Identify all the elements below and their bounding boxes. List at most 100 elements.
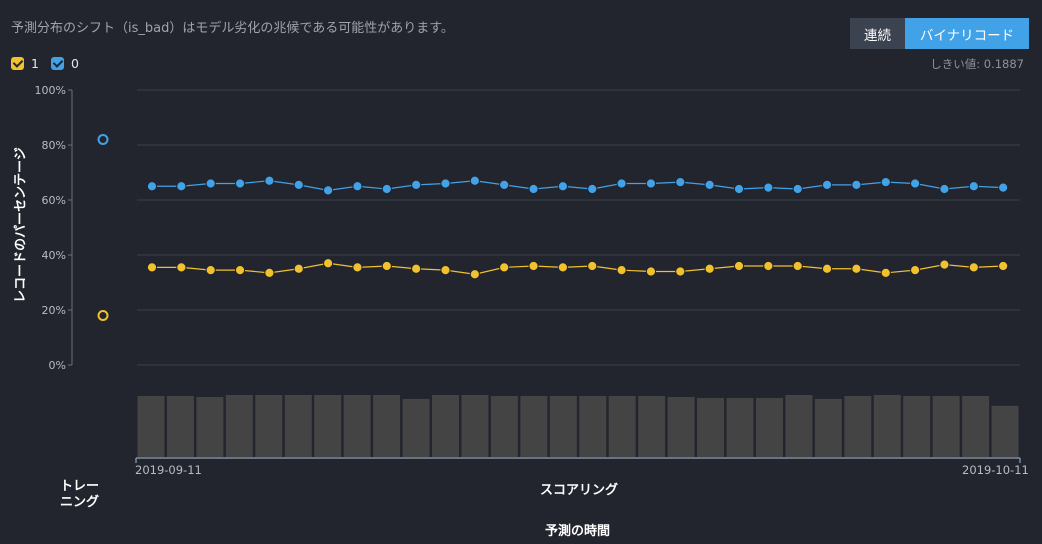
data-point-class-0: [264, 175, 275, 186]
data-point-class-0: [792, 183, 803, 195]
volume-bar: [549, 395, 577, 457]
data-point-class-1: [323, 258, 334, 269]
x-axis-label: 予測の時間: [545, 524, 611, 539]
data-point-class-1: [469, 269, 480, 280]
volume-bar: [314, 395, 342, 457]
data-point-class-1: [381, 260, 392, 272]
volume-bar: [785, 395, 813, 457]
data-point-class-0: [704, 179, 715, 190]
data-point-class-1: [146, 262, 158, 273]
volume-bar: [255, 395, 283, 457]
y-tick-label: 20%: [42, 304, 66, 317]
legend-label-class-1: 1: [31, 56, 39, 71]
data-point-class-1: [792, 260, 803, 272]
legend-item-class-1[interactable]: 1: [11, 56, 39, 71]
series-line-class-0: [152, 180, 1004, 191]
legend-item-class-0[interactable]: 0: [50, 56, 79, 71]
volume-bar: [667, 396, 695, 457]
data-point-class-1: [557, 262, 569, 273]
data-point-class-0: [939, 183, 950, 195]
data-point-class-0: [234, 178, 246, 189]
series-line-class-1: [152, 262, 1004, 275]
data-point-class-1: [528, 260, 539, 272]
data-point-class-0: [176, 181, 187, 192]
data-point-class-1: [264, 267, 275, 278]
data-point-class-0: [763, 182, 774, 193]
volume-bar: [697, 397, 725, 457]
volume-bar: [284, 395, 312, 457]
data-point-class-1: [176, 262, 187, 273]
data-point-class-1: [733, 260, 745, 272]
volume-bar: [343, 395, 371, 457]
volume-bar: [579, 395, 607, 457]
data-point-class-1: [645, 266, 657, 277]
training-label: トレー ニング: [60, 479, 100, 510]
volume-bar: [608, 395, 636, 457]
y-tick-label: 40%: [42, 249, 66, 262]
data-point-class-1: [499, 262, 510, 273]
legend-label-class-0: 0: [70, 56, 79, 71]
data-point-class-1: [763, 260, 774, 272]
data-point-class-1: [675, 266, 686, 277]
data-point-class-1: [880, 267, 891, 278]
data-point-class-1: [616, 265, 627, 276]
data-point-class-0: [381, 183, 392, 195]
training-point-class-0: [97, 134, 109, 145]
data-point-class-0: [851, 179, 862, 190]
data-point-class-1: [910, 265, 921, 276]
class-0-checkbox[interactable]: [50, 57, 64, 70]
volume-bar: [844, 395, 872, 457]
data-point-class-0: [910, 178, 921, 189]
volume-bar: [137, 395, 165, 457]
binary-button[interactable]: バイナリコード: [905, 18, 1029, 49]
volume-bar: [432, 395, 459, 457]
data-point-class-1: [998, 260, 1009, 272]
data-point-class-0: [968, 181, 979, 192]
y-axis-label: レコードのパーセンテージ: [13, 147, 29, 303]
data-point-class-0: [616, 178, 627, 189]
data-point-class-1: [411, 263, 422, 274]
chart-description: 予測分布のシフト（is_bad）はモデル劣化の兆候である可能性があります。: [11, 21, 454, 36]
data-point-class-1: [293, 263, 304, 274]
training-point-class-1: [97, 310, 109, 321]
data-point-class-1: [704, 263, 715, 274]
data-point-class-0: [733, 183, 745, 195]
x-axis-end-date: 2019-10-11: [962, 463, 1029, 477]
data-point-class-0: [469, 175, 480, 186]
data-point-class-0: [821, 179, 833, 190]
volume-bar: [991, 405, 1019, 457]
y-tick-label: 60%: [42, 194, 66, 207]
data-point-class-1: [587, 260, 598, 272]
scoring-label: スコアリング: [540, 483, 619, 498]
legend: 1 0: [11, 56, 91, 71]
data-point-class-1: [851, 263, 862, 274]
data-point-class-1: [234, 265, 246, 276]
volume-bar: [726, 397, 754, 457]
volume-bar: [638, 395, 666, 457]
data-point-class-0: [352, 181, 363, 192]
class-1-checkbox[interactable]: [11, 57, 24, 70]
data-point-class-0: [880, 177, 891, 188]
volume-bar: [166, 395, 194, 457]
data-point-class-0: [440, 178, 451, 189]
x-axis-start-date: 2019-09-11: [135, 463, 202, 477]
data-point-class-0: [411, 179, 422, 190]
volume-bar: [755, 397, 783, 457]
data-point-class-0: [587, 183, 598, 195]
data-point-class-0: [146, 181, 158, 192]
volume-bar: [873, 395, 901, 457]
data-point-class-1: [205, 265, 216, 276]
data-point-class-1: [352, 262, 363, 273]
threshold-label: しきい値: 0.1887: [930, 57, 1024, 71]
data-point-class-0: [557, 181, 569, 192]
volume-bar: [903, 395, 931, 457]
continuous-button[interactable]: 連続: [850, 18, 905, 49]
volume-bar: [225, 395, 253, 457]
data-point-class-0: [998, 182, 1009, 193]
data-point-class-0: [528, 183, 539, 195]
volume-bar: [402, 398, 430, 457]
data-point-class-0: [675, 177, 686, 188]
data-point-class-1: [968, 262, 979, 273]
data-point-class-1: [821, 263, 833, 274]
